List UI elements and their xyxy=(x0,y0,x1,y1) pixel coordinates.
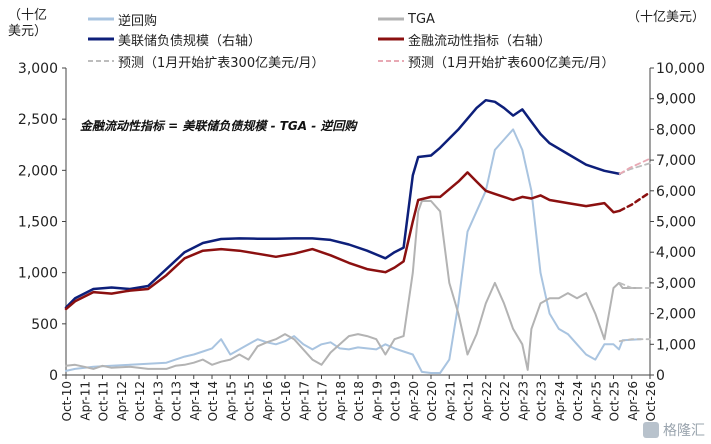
legend-swatch-forecast600 xyxy=(378,60,404,62)
x-tick-label: Apr-25 xyxy=(589,381,603,421)
legend-label-forecast600: 预测（1月开始扩表600亿美元/月） xyxy=(408,55,615,71)
series-line-fed xyxy=(64,98,621,309)
x-tick-label: Oct-10 xyxy=(60,381,74,421)
series-line-rrp xyxy=(65,128,642,374)
y-right-tick-label: 0 xyxy=(656,368,665,384)
y-left-tick-label: 2,500 xyxy=(18,112,58,128)
watermark: 格隆汇 xyxy=(643,420,705,440)
x-tick-label: Oct-24 xyxy=(571,381,585,421)
x-tick-label: Apr-19 xyxy=(370,381,384,421)
y-left-tick-label: 2,000 xyxy=(18,163,58,179)
y-left-tick-label: 3,000 xyxy=(18,61,58,77)
x-tick-label: Apr-18 xyxy=(334,381,348,421)
x-tick-label: Oct-22 xyxy=(498,381,512,421)
x-tick-label: Oct-17 xyxy=(316,381,330,421)
y-right-tick-label: 2,000 xyxy=(656,307,696,323)
y-right-tick-label: 10,000 xyxy=(656,61,705,77)
x-tick-label: Oct-13 xyxy=(170,381,184,421)
x-tick-label: Apr-11 xyxy=(78,381,92,421)
x-tick-label: Oct-23 xyxy=(535,381,549,421)
x-tick-label: Oct-14 xyxy=(206,381,220,421)
y-right-tick-label: 6,000 xyxy=(656,184,696,200)
x-tick-label: Oct-11 xyxy=(97,381,111,421)
legend-swatch-tga xyxy=(378,17,404,21)
y-right-tick-label: 5,000 xyxy=(656,215,696,231)
x-tick-label: Oct-25 xyxy=(608,381,622,421)
x-tick-label: Apr-24 xyxy=(553,381,567,421)
x-tick-label: Apr-15 xyxy=(224,381,238,421)
series-line-forecast600-forecast xyxy=(618,157,651,175)
legend-item-forecast300: 预测（1月开始扩表300亿美元/月） xyxy=(88,52,325,71)
legend-item-rrp: 逆回购 xyxy=(88,10,158,29)
x-tick-label: Oct-12 xyxy=(133,381,147,421)
x-tick-label: Oct-26 xyxy=(644,381,658,421)
legend-item-liq: 金融流动性指标（右轴） xyxy=(378,30,552,49)
watermark-logo-icon xyxy=(643,422,659,438)
formula-annotation: 金融流动性指标 = 美联储负债规模 - TGA - 逆回购 xyxy=(80,119,358,133)
x-tick-label: Oct-16 xyxy=(279,381,293,421)
y-right-tick-label: 4,000 xyxy=(656,245,696,261)
x-tick-label: Apr-20 xyxy=(407,381,421,421)
y-left-tick-label: 1,500 xyxy=(18,215,58,231)
y-right-tick-label: 3,000 xyxy=(656,276,696,292)
legend-label-tga: TGA xyxy=(408,11,435,27)
y-left-tick-label: 0 xyxy=(49,368,58,384)
x-tick-label: Apr-17 xyxy=(297,381,311,421)
series-line-liq xyxy=(64,171,621,311)
right-axis-unit: （十亿美元） xyxy=(626,10,705,25)
x-tick-label: Apr-13 xyxy=(151,381,165,421)
left-axis-unit: （十亿 美元） xyxy=(8,8,48,39)
legend-item-forecast600: 预测（1月开始扩表600亿美元/月） xyxy=(378,52,615,71)
legend-swatch-fed xyxy=(88,37,114,41)
x-tick-label: Apr-23 xyxy=(516,381,530,421)
x-tick-label: Oct-21 xyxy=(462,381,476,421)
x-tick-label: Oct-20 xyxy=(425,381,439,421)
legend-item-fed: 美联储负债规模（右轴） xyxy=(88,30,262,49)
legend-swatch-forecast300 xyxy=(88,60,114,62)
x-tick-label: Apr-12 xyxy=(115,381,129,421)
legend-swatch-rrp xyxy=(88,17,114,21)
legend-label-liq: 金融流动性指标（右轴） xyxy=(408,33,552,49)
series-line-liq-forecast xyxy=(618,191,652,213)
x-tick-label: Oct-15 xyxy=(243,381,257,421)
y-right-tick-label: 8,000 xyxy=(656,122,696,138)
series-line-tga xyxy=(65,200,642,371)
x-tick-label: Oct-18 xyxy=(352,381,366,421)
x-tick-label: Apr-14 xyxy=(188,381,202,421)
legend-swatch-liq xyxy=(378,37,404,41)
legend-label-forecast300: 预测（1月开始扩表300亿美元/月） xyxy=(118,55,325,71)
x-tick-label: Oct-19 xyxy=(389,381,403,421)
legend-label-fed: 美联储负债规模（右轴） xyxy=(118,33,262,49)
x-tick-label: Apr-22 xyxy=(480,381,494,421)
watermark-text: 格隆汇 xyxy=(663,423,705,439)
x-tick-label: Apr-21 xyxy=(443,381,457,421)
legend-item-tga: TGA xyxy=(378,10,435,28)
y-right-tick-label: 1,000 xyxy=(656,337,696,353)
series-line-forecast300-forecast xyxy=(618,282,651,289)
y-left-tick-label: 1,000 xyxy=(18,266,58,282)
x-tick-label: Apr-16 xyxy=(261,381,275,421)
y-left-tick-label: 500 xyxy=(31,317,58,333)
y-right-tick-label: 7,000 xyxy=(656,153,696,169)
x-tick-label: Apr-26 xyxy=(626,381,640,421)
y-right-tick-label: 9,000 xyxy=(656,92,696,108)
series-line-forecast300-forecast xyxy=(618,338,651,343)
legend-label-rrp: 逆回购 xyxy=(118,13,158,29)
